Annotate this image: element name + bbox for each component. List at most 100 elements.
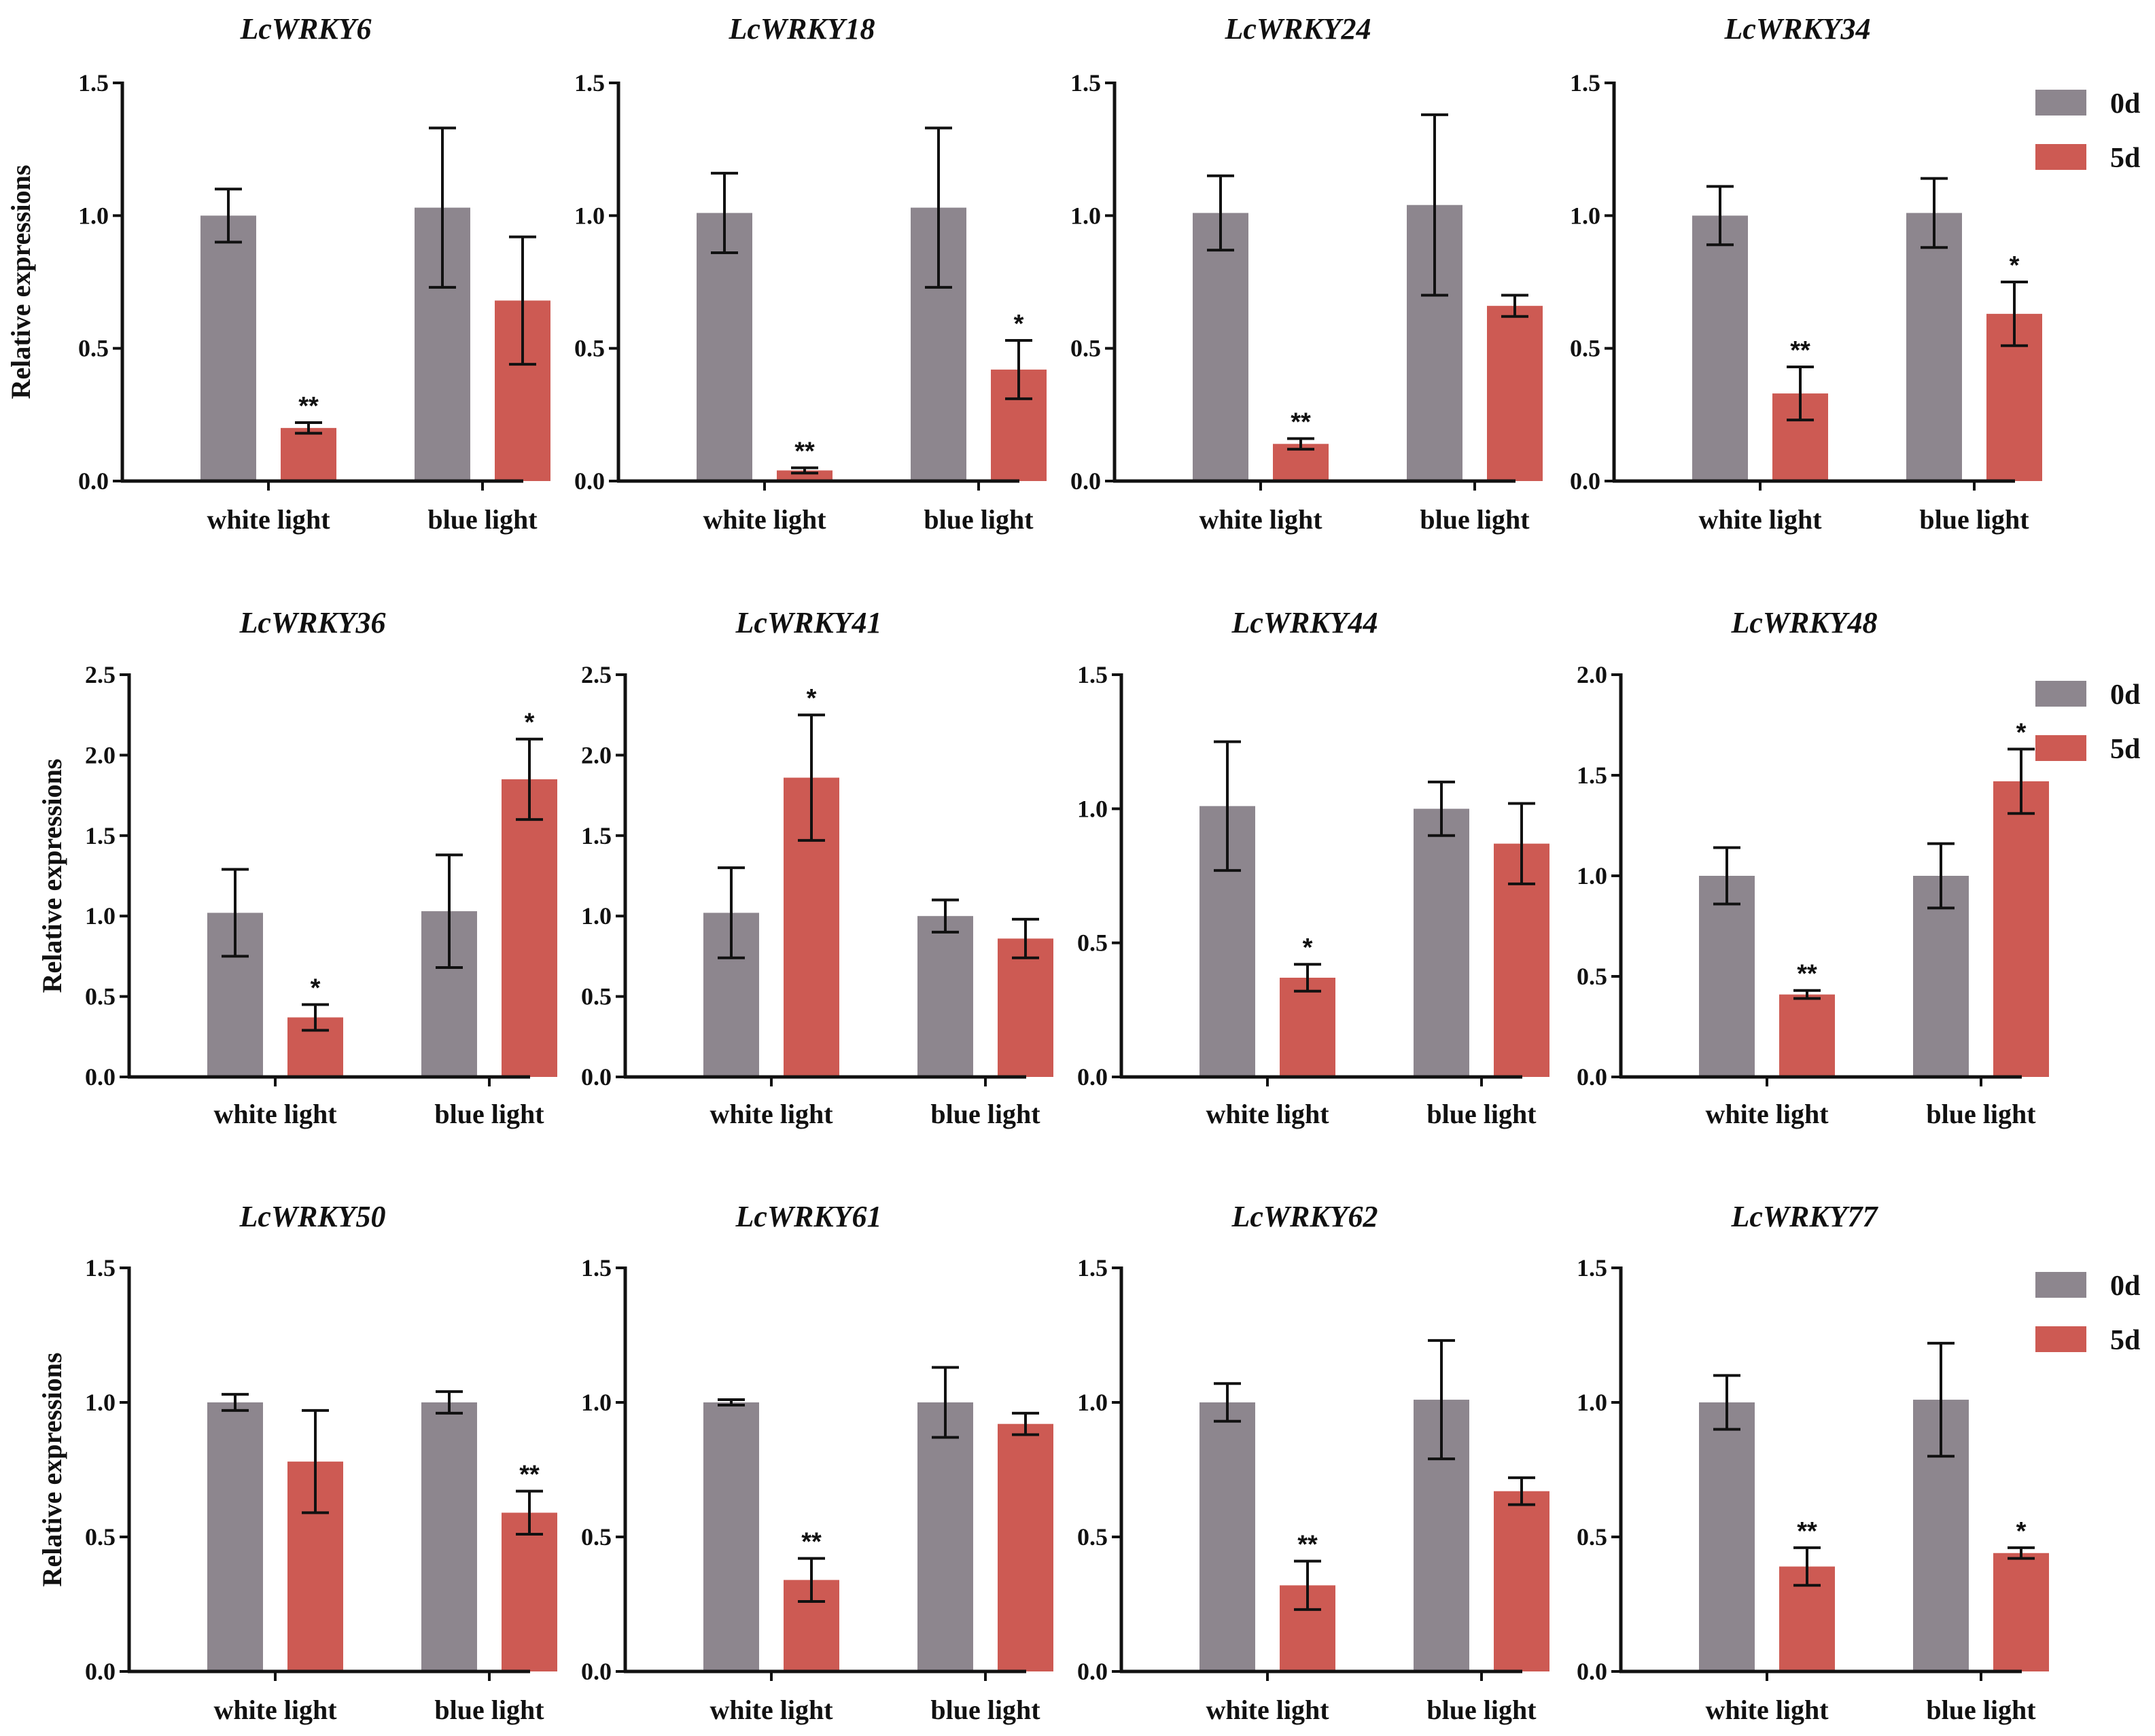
y-tick-label: 1.0 [1577,1389,1607,1416]
error-bar [215,188,242,244]
legend-row-1: 0d 5d [2035,88,2140,174]
error-bar [1428,780,1455,837]
error-bar [1793,1546,1821,1587]
significance-label: * [525,709,535,737]
error-bar [1214,740,1241,872]
legend-label: 5d [2110,1325,2140,1356]
error-bar [302,1003,329,1032]
significance-label: ** [298,392,319,421]
bar-0d-white-light [697,213,752,481]
error-bar [1207,174,1234,252]
significance-label: ** [1797,960,1817,989]
bar-0d-white-light [703,1402,759,1671]
panel-title: LcWRKY50 [239,1200,385,1233]
error-bar [1214,1382,1241,1423]
category-label: blue light [924,504,1034,535]
y-tick-label: 1.5 [1577,1254,1607,1281]
error-bar [436,1390,463,1415]
panel-title: LcWRKY41 [735,606,881,639]
panel-title: LcWRKY48 [1730,606,1877,639]
significance-label: ** [801,1528,822,1557]
y-tick-label: 0.5 [1070,335,1101,362]
y-tick-label: 1.0 [85,1389,116,1416]
panel-lcwrky24: LcWRKY24 0.0 0.5 1.0 1.5 ** white light blue li… [1070,12,1543,535]
panel-lcwrky44: LcWRKY44 0.0 0.5 1.0 1.5 * white light blue lig… [1077,606,1549,1129]
y-tick-label: 0.0 [1577,1063,1607,1091]
panel-lcwrky6: LcWRKY6 0.0 0.5 1.0 1.5 ** white light blue lig… [5,12,550,535]
y-tick-label: 0.5 [1577,1523,1607,1551]
significance-label: ** [794,437,815,465]
bar-5d-blue-light [502,1512,557,1671]
error-bar [222,1393,249,1412]
category-label: blue light [930,1695,1040,1725]
significance-label: ** [1797,1517,1817,1546]
legend-label: 5d [2110,734,2140,765]
bar-0d-blue-light [917,916,973,1077]
significance-label: * [807,684,817,713]
bar-0d-white-light [1199,1402,1255,1671]
legend-label: 0d [2110,1271,2140,1302]
y-tick-label: 1.5 [1570,69,1600,96]
significance-label: ** [519,1461,540,1489]
y-tick-label: 0.5 [581,1523,612,1551]
y-tick-label: 0.5 [574,335,605,362]
legends: 0d 5d 0d 5d 0d 5d [2035,88,2140,1356]
category-label: white light [1199,504,1322,535]
panel-lcwrky50: LcWRKY50 0.0 0.5 1.0 1.5 ** white light blue li… [37,1200,557,1725]
error-bar [1428,1339,1455,1461]
y-tick-label: 1.0 [78,202,109,229]
y-axis-label: Relative expressions [37,759,67,993]
error-bar [1927,842,1955,910]
legend-swatch-0d [2035,681,2086,707]
category-label: white light [213,1695,337,1725]
error-bar [1294,963,1321,993]
significance-label: * [1303,934,1313,962]
y-tick-label: 1.0 [1570,202,1600,229]
category-label: white light [1206,1695,1329,1725]
category-label: blue light [1426,1099,1537,1129]
y-tick-label: 2.0 [1577,661,1607,688]
legend-swatch-5d [2035,144,2086,170]
y-tick-label: 0.0 [1077,1063,1108,1091]
error-bar [2008,747,2035,815]
y-tick-label: 2.0 [581,741,612,768]
panel-title: LcWRKY6 [239,12,371,46]
bar-0d-blue-light [421,1402,477,1671]
bar-5d-blue-light [1993,1553,2049,1671]
bar-0d-white-light [1699,876,1755,1077]
category-label: white light [213,1099,337,1129]
y-tick-label: 1.5 [1077,661,1108,688]
significance-label: * [311,974,321,1002]
error-bar [798,1557,825,1604]
y-tick-label: 0.0 [1577,1658,1607,1685]
panel-title: LcWRKY61 [735,1200,881,1233]
category-label: blue light [427,504,538,535]
y-tick-label: 1.0 [1077,1389,1108,1416]
category-label: white light [709,1099,833,1129]
category-label: white light [1206,1099,1329,1129]
bar-0d-white-light [1692,215,1748,481]
significance-label: * [2016,1517,2027,1546]
bar-5d-blue-light [1494,1491,1549,1671]
legend-swatch-5d [2035,735,2086,761]
error-bar [718,866,745,959]
error-bar [711,171,738,255]
bar-5d-blue-light [1487,306,1543,481]
y-tick-label: 0.5 [1570,335,1600,362]
y-tick-label: 0.0 [581,1658,612,1685]
bar-5d-white-light [777,470,833,481]
y-tick-label: 0.5 [85,1523,116,1551]
y-tick-label: 0.5 [581,983,612,1010]
error-bar [1421,113,1448,297]
error-bar [932,1366,959,1439]
error-bar [222,868,249,958]
y-tick-label: 0.5 [1577,963,1607,990]
y-tick-label: 0.0 [1070,467,1101,495]
error-bar [436,853,463,969]
panel-title: LcWRKY62 [1231,1200,1378,1233]
error-bar [1787,366,1814,422]
category-label: blue light [1420,504,1530,535]
